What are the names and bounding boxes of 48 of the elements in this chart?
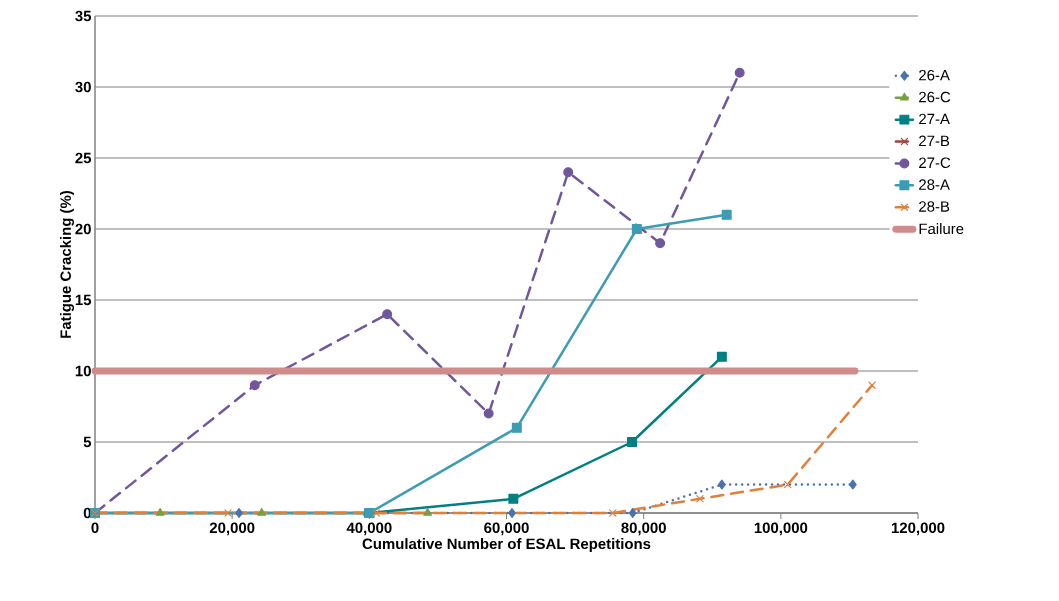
legend-label: 27-A bbox=[919, 113, 950, 125]
point bbox=[716, 351, 727, 362]
y-tick-label: 25 bbox=[75, 152, 92, 164]
point bbox=[155, 508, 165, 516]
legend-label: 26-A bbox=[919, 69, 950, 81]
legend-label: 28-B bbox=[919, 201, 950, 212]
y-tick-label: 15 bbox=[75, 294, 92, 306]
point bbox=[627, 437, 637, 447]
point bbox=[696, 495, 704, 503]
point bbox=[249, 380, 260, 391]
point bbox=[609, 509, 617, 517]
x-axis-title: Cumulative Number of ESAL Repetitions bbox=[362, 538, 651, 553]
point bbox=[372, 509, 380, 517]
legend-label: 28-A bbox=[919, 179, 950, 190]
point bbox=[721, 209, 732, 220]
point bbox=[257, 508, 267, 516]
point bbox=[508, 508, 516, 518]
point bbox=[868, 381, 876, 389]
x-tick-label: 100,000 bbox=[754, 522, 808, 536]
point bbox=[382, 309, 393, 320]
point bbox=[563, 167, 574, 178]
point bbox=[511, 422, 522, 433]
point bbox=[717, 479, 726, 490]
legend-label: 27-B bbox=[919, 135, 950, 146]
x-tick-label: 20,000 bbox=[209, 522, 255, 536]
y-tick-label: 20 bbox=[75, 223, 91, 235]
point bbox=[631, 224, 642, 234]
point bbox=[734, 67, 745, 78]
point bbox=[423, 508, 433, 516]
x-tick-label: 40,000 bbox=[346, 522, 392, 536]
point bbox=[655, 238, 666, 249]
point bbox=[784, 480, 792, 489]
y-tick-label: 30 bbox=[75, 81, 91, 93]
x-tick-label: 120,000 bbox=[891, 522, 945, 536]
point bbox=[508, 493, 519, 504]
point bbox=[848, 479, 857, 490]
point bbox=[628, 508, 637, 518]
legend-label: 27-C bbox=[919, 157, 951, 169]
x-tick-label: 80,000 bbox=[621, 522, 666, 536]
y-tick-label: 10 bbox=[75, 365, 91, 377]
legend-label: Failure bbox=[919, 223, 964, 235]
y-axis-title: Fatigue Cracking (%) bbox=[60, 190, 74, 338]
legend-label: 26-C bbox=[919, 91, 951, 103]
point bbox=[483, 408, 494, 419]
x-tick-label: 60,000 bbox=[484, 522, 529, 536]
point bbox=[235, 508, 243, 518]
y-tick-label: 5 bbox=[83, 436, 92, 448]
y-tick-label: 35 bbox=[75, 10, 92, 22]
